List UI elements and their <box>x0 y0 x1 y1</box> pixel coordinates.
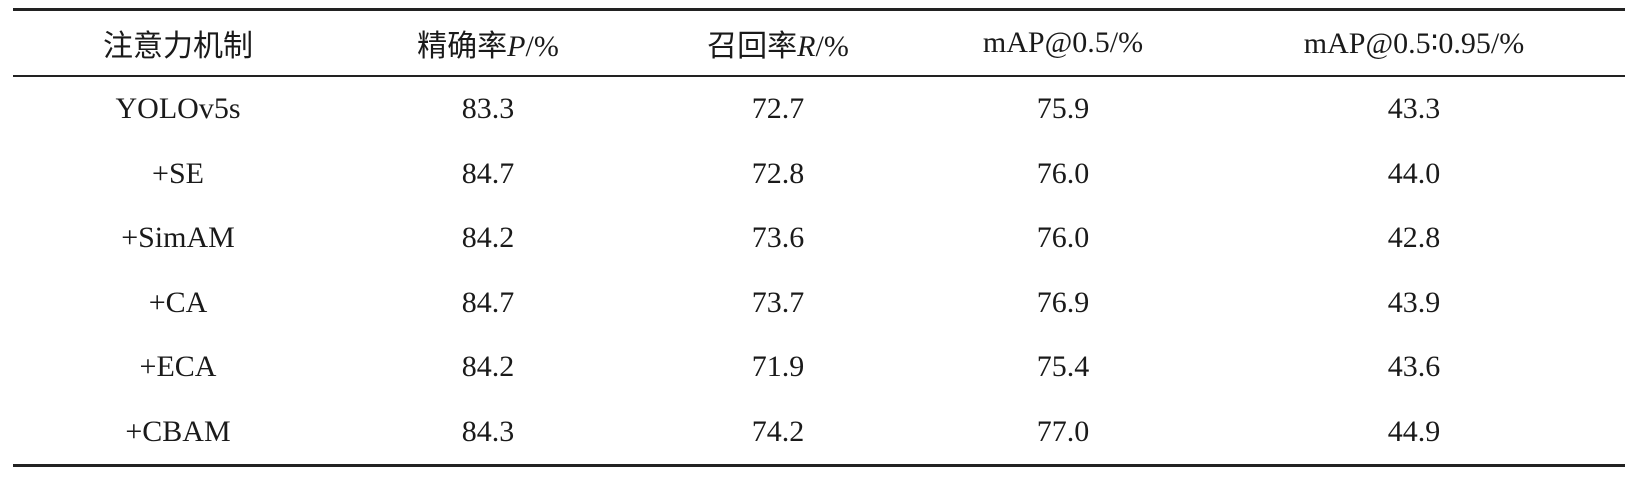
cell-map-05-095: 42.8 <box>1387 221 1441 255</box>
cell-precision: 84.7 <box>461 285 515 319</box>
cell-mechanism: +CA <box>148 285 208 319</box>
cell-map-05: 76.0 <box>1036 221 1090 255</box>
table-row: +CA 84.7 73.7 76.9 43.9 <box>13 271 1625 336</box>
cell-map-05-095: 44.9 <box>1387 414 1441 448</box>
header-recall: 召回率R/% <box>633 10 923 77</box>
header-map-05-095: mAP@0.5∶0.95/% <box>1203 10 1625 77</box>
table-row: +SE 84.7 72.8 76.0 44.0 <box>13 142 1625 207</box>
attention-mechanism-comparison-table: 注意力机制 精确率P/% 召回率R/% mAP@0.5/% mAP@0.5∶0.… <box>13 8 1625 467</box>
table-row: +SimAM 84.2 73.6 76.0 42.8 <box>13 206 1625 271</box>
cell-recall: 72.7 <box>751 92 805 126</box>
header-attention-mechanism: 注意力机制 <box>13 10 343 77</box>
cell-mechanism: +ECA <box>139 350 217 384</box>
cell-precision: 84.3 <box>461 414 515 448</box>
header-label: mAP@0.5∶0.95/% <box>1303 26 1525 60</box>
cell-precision: 83.3 <box>461 92 515 126</box>
header-variable: P <box>507 30 526 63</box>
header-unit: /% <box>525 30 559 63</box>
table-row: YOLOv5s 83.3 72.7 75.9 43.3 <box>13 76 1625 142</box>
cell-map-05: 75.4 <box>1036 350 1090 384</box>
header-label: 召回率 <box>707 30 798 63</box>
results-table-container: 注意力机制 精确率P/% 召回率R/% mAP@0.5/% mAP@0.5∶0.… <box>13 8 1625 467</box>
cell-map-05: 76.9 <box>1036 285 1090 319</box>
cell-map-05-095: 43.6 <box>1387 350 1441 384</box>
cell-map-05-095: 43.9 <box>1387 285 1441 319</box>
cell-recall: 74.2 <box>751 414 805 448</box>
cell-map-05: 75.9 <box>1036 92 1090 126</box>
header-label: 精确率 <box>417 30 508 63</box>
header-unit: /% <box>815 30 849 63</box>
cell-precision: 84.2 <box>461 350 515 384</box>
header-label: 注意力机制 <box>103 30 253 63</box>
header-map-05: mAP@0.5/% <box>923 10 1203 77</box>
cell-precision: 84.7 <box>461 156 515 190</box>
cell-mechanism: YOLOv5s <box>115 92 241 126</box>
cell-recall: 73.6 <box>751 221 805 255</box>
header-variable: R <box>797 30 816 63</box>
cell-map-05: 76.0 <box>1036 156 1090 190</box>
header-precision: 精确率P/% <box>343 10 633 77</box>
cell-map-05-095: 43.3 <box>1387 92 1441 126</box>
cell-map-05: 77.0 <box>1036 414 1090 448</box>
cell-recall: 73.7 <box>751 285 805 319</box>
cell-precision: 84.2 <box>461 221 515 255</box>
table-row: +CBAM 84.3 74.2 77.0 44.9 <box>13 400 1625 466</box>
cell-mechanism: +SimAM <box>121 221 235 255</box>
cell-map-05-095: 44.0 <box>1387 156 1441 190</box>
header-label: mAP@0.5/% <box>982 26 1144 59</box>
table-row: +ECA 84.2 71.9 75.4 43.6 <box>13 335 1625 400</box>
cell-mechanism: +CBAM <box>125 414 231 448</box>
cell-recall: 72.8 <box>751 156 805 190</box>
cell-mechanism: +SE <box>152 156 204 190</box>
cell-recall: 71.9 <box>751 350 805 384</box>
table-header-row: 注意力机制 精确率P/% 召回率R/% mAP@0.5/% mAP@0.5∶0.… <box>13 9 1625 77</box>
